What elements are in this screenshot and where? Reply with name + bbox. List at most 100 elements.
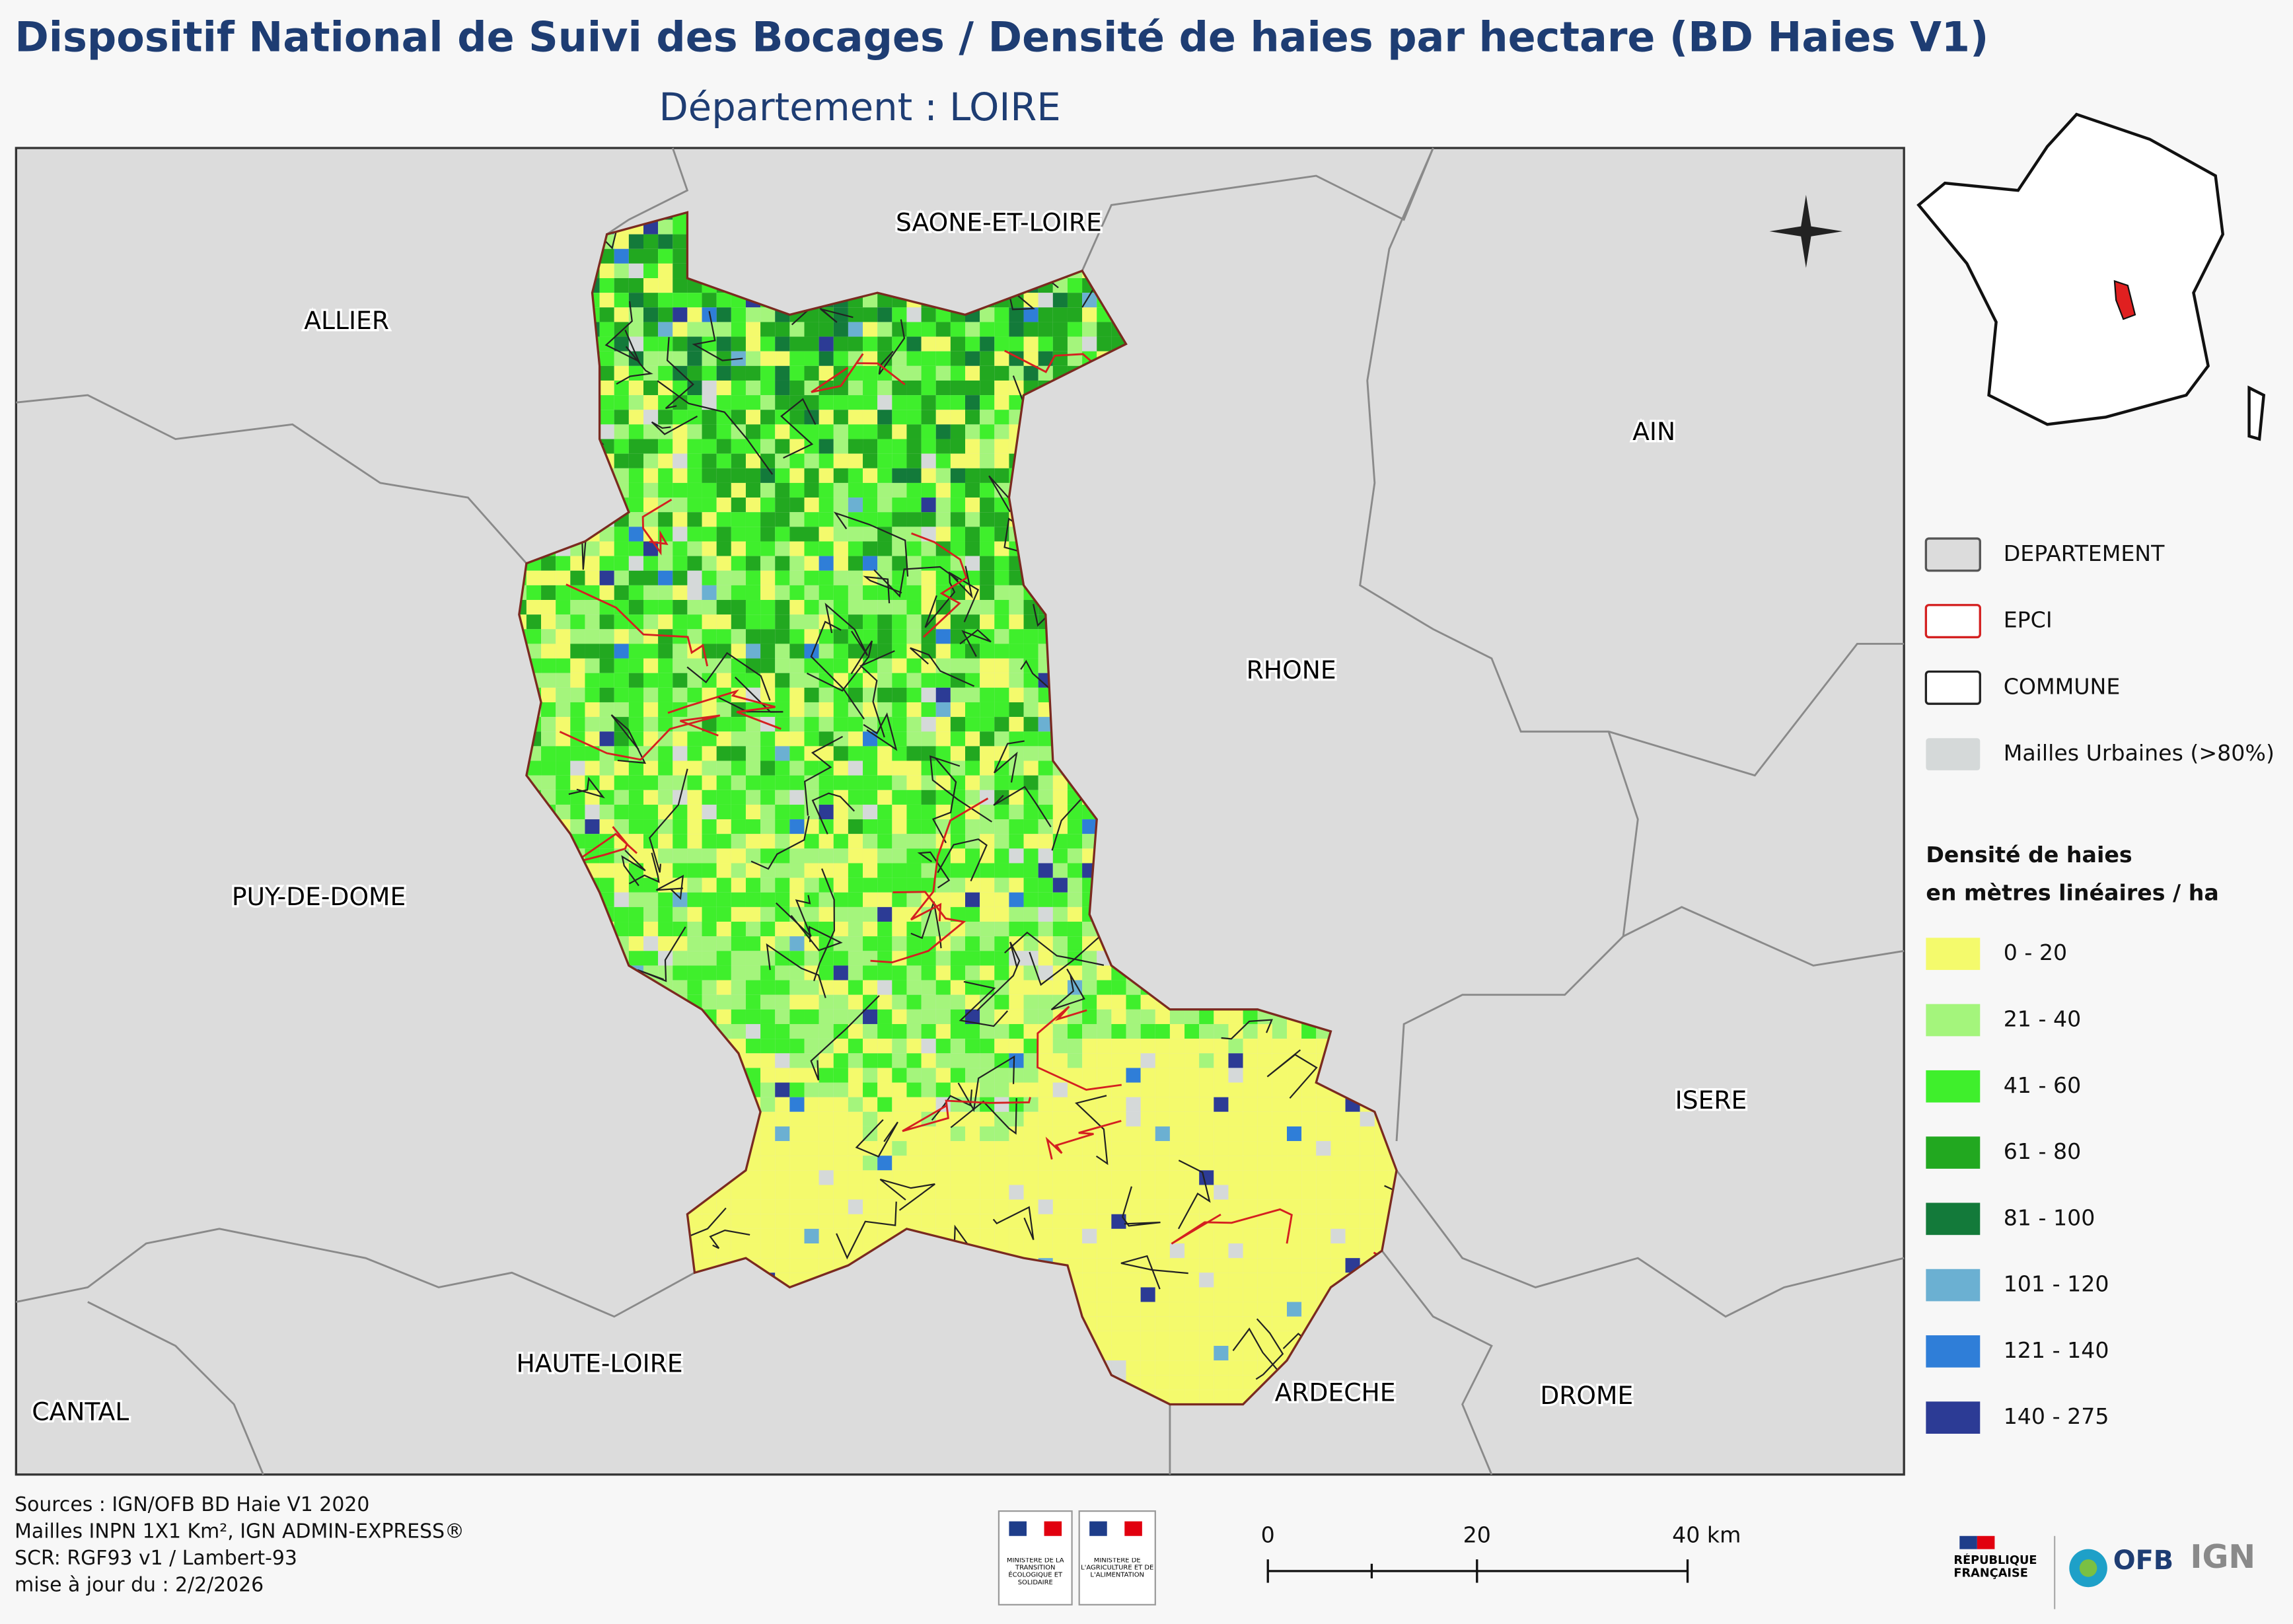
density-cell <box>745 731 761 747</box>
density-cell <box>1009 1156 1024 1171</box>
density-cell <box>1140 1009 1155 1024</box>
density-cell <box>980 1156 995 1171</box>
density-cell <box>687 629 702 644</box>
density-cell <box>1097 1331 1112 1346</box>
density-cell <box>935 965 951 980</box>
density-cell <box>819 453 834 468</box>
density-cell <box>980 994 995 1010</box>
density-cell <box>994 1068 1009 1083</box>
density-cell <box>570 644 585 659</box>
density-cell <box>935 614 951 630</box>
density-cell <box>1052 1185 1068 1200</box>
density-cell <box>906 556 922 571</box>
density-cell <box>687 848 702 864</box>
density-cell <box>921 877 936 893</box>
density-cell <box>1067 1199 1083 1214</box>
density-cell <box>789 848 805 864</box>
density-cell <box>1038 804 1053 820</box>
density-cell <box>731 731 746 747</box>
density-cell <box>1155 1082 1170 1097</box>
density-cell <box>702 980 717 995</box>
density-cell <box>819 498 834 513</box>
density-cell <box>1067 307 1083 322</box>
density-cell <box>1067 863 1083 878</box>
density-cell <box>950 906 966 922</box>
density-cell <box>980 746 995 761</box>
density-cell <box>906 717 922 732</box>
density-cell <box>1169 1199 1185 1214</box>
density-cell <box>760 1170 776 1185</box>
density-cell <box>1228 1375 1243 1390</box>
density-cell <box>950 673 966 688</box>
density-cell <box>745 600 761 615</box>
density-cell <box>1009 365 1024 381</box>
density-cell <box>980 556 995 571</box>
density-cell <box>1038 1053 1053 1068</box>
density-cell <box>614 234 629 249</box>
density-cell <box>658 731 673 747</box>
density-cell <box>819 848 834 864</box>
density-cell <box>804 1214 819 1229</box>
density-cell <box>877 410 892 425</box>
density-cell <box>906 351 922 366</box>
density-cell <box>833 804 848 820</box>
density-cell <box>980 892 995 907</box>
density-cell <box>1169 1331 1185 1346</box>
density-cell <box>1287 1023 1302 1039</box>
density-cell <box>570 775 585 790</box>
density-cell <box>1301 1097 1317 1112</box>
density-cell <box>848 527 863 542</box>
density-cell <box>892 658 907 673</box>
density-cell <box>643 717 659 732</box>
density-cell <box>906 410 922 425</box>
density-cell <box>906 994 922 1010</box>
density-cell <box>673 482 688 498</box>
urban-cell <box>1038 965 1053 980</box>
density-cell <box>804 570 819 585</box>
density-cell <box>658 556 673 571</box>
density-cell <box>628 644 644 659</box>
density-cell <box>921 307 936 322</box>
density-cell <box>687 527 702 542</box>
density-cell <box>863 424 878 439</box>
density-cell <box>833 629 848 644</box>
density-cell <box>921 365 936 381</box>
density-cell <box>775 1082 790 1097</box>
density-cell <box>877 863 892 878</box>
density-cell <box>673 760 688 776</box>
density-cell <box>745 541 761 556</box>
density-cell <box>1301 1039 1317 1054</box>
density-cell <box>906 512 922 527</box>
density-cell <box>877 1214 892 1229</box>
density-cell <box>833 1097 848 1112</box>
density-cell <box>980 527 995 542</box>
density-cell <box>1111 1068 1126 1083</box>
density-cell <box>731 556 746 571</box>
density-cell <box>614 600 629 615</box>
density-cell <box>980 760 995 776</box>
density-cell <box>1097 980 1112 995</box>
density-cell <box>1097 1053 1112 1068</box>
density-cell <box>716 819 731 834</box>
density-cell <box>863 498 878 513</box>
density-cell <box>1199 1185 1214 1200</box>
density-cell <box>848 1009 863 1024</box>
density-cell <box>1023 936 1038 951</box>
density-cell <box>1155 1156 1170 1171</box>
density-cell <box>1023 1082 1038 1097</box>
density-cell <box>877 424 892 439</box>
density-cell <box>950 877 966 893</box>
density-cell <box>614 790 629 805</box>
density-cell <box>950 746 966 761</box>
density-cell <box>628 790 644 805</box>
density-cell <box>775 527 790 542</box>
density-cell <box>833 351 848 366</box>
density-cell <box>965 1170 980 1185</box>
density-cell <box>906 1009 922 1024</box>
density-cell <box>745 1009 761 1024</box>
density-cell <box>775 322 790 337</box>
density-cell <box>775 585 790 601</box>
density-cell <box>950 644 966 659</box>
density-cell <box>965 819 980 834</box>
density-cell <box>804 848 819 864</box>
